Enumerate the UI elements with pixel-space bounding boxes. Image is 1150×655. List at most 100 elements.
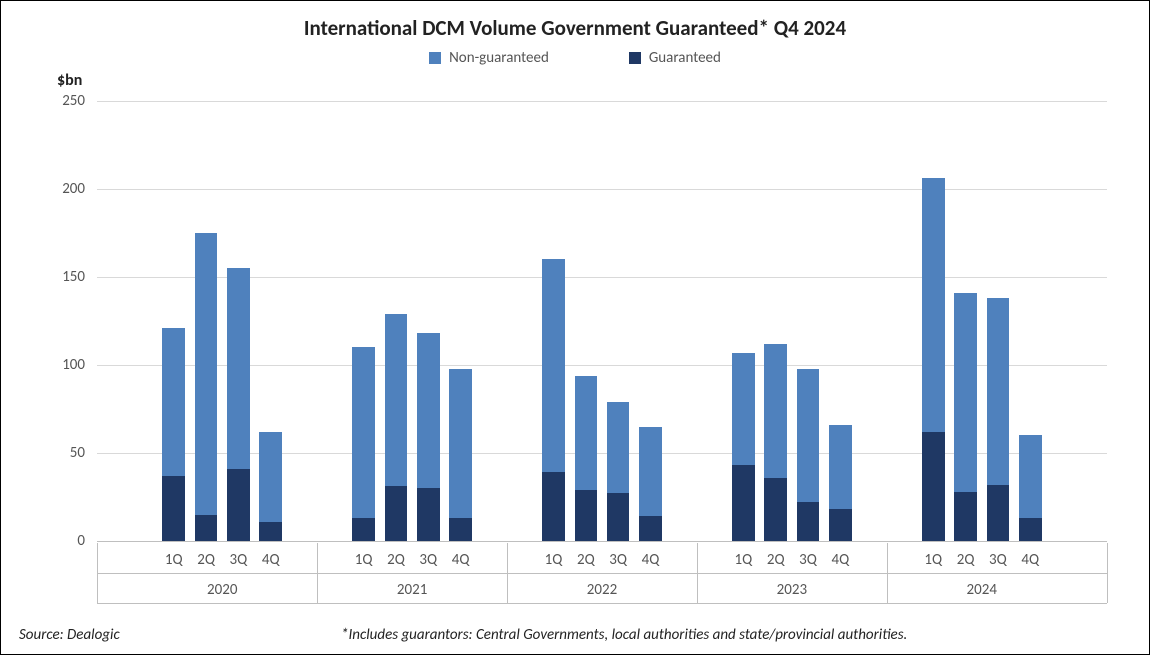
legend-swatch-guaranteed [629, 52, 641, 64]
bar-segment-guaranteed [732, 465, 755, 541]
bar-segment-non-guaranteed [575, 376, 598, 490]
bar-segment-non-guaranteed [162, 328, 185, 476]
x-year-label: 2021 [397, 581, 427, 599]
bar-segment-guaranteed [1019, 518, 1042, 541]
y-gridline [97, 541, 1107, 542]
bar-segment-non-guaranteed [607, 402, 630, 494]
bar [542, 259, 565, 541]
y-gridline [97, 101, 1107, 102]
x-quarter-label: 3Q [799, 551, 817, 569]
x-quarter-label: 1Q [735, 551, 753, 569]
bar [922, 178, 945, 541]
bar-segment-non-guaranteed [449, 369, 472, 519]
legend-label-guaranteed: Guaranteed [649, 49, 721, 67]
x-quarter-label: 1Q [924, 551, 942, 569]
chart-title: International DCM Volume Government Guar… [1, 15, 1149, 41]
bar-segment-guaranteed [352, 518, 375, 541]
bar-segment-guaranteed [162, 476, 185, 541]
bar-segment-non-guaranteed [987, 298, 1010, 485]
bar-segment-non-guaranteed [195, 233, 218, 515]
footer-note: *Includes guarantors: Central Government… [341, 626, 907, 644]
legend-item-non-guaranteed: Non-guaranteed [429, 49, 549, 67]
x-group-separator [1107, 543, 1108, 603]
bar-segment-guaranteed [417, 488, 440, 541]
footer-source: Source: Dealogic [19, 626, 120, 644]
bar [954, 293, 977, 541]
bar-segment-guaranteed [542, 472, 565, 541]
bar [829, 425, 852, 541]
x-quarter-label: 2Q [767, 551, 785, 569]
bar-segment-non-guaranteed [1019, 435, 1042, 518]
bar [575, 376, 598, 541]
bar-segment-guaranteed [449, 518, 472, 541]
x-year-label: 2024 [967, 581, 997, 599]
x-quarter-label: 4Q [452, 551, 470, 569]
bar [639, 427, 662, 541]
bar-segment-non-guaranteed [542, 259, 565, 472]
bar [417, 333, 440, 541]
x-quarter-label: 2Q [387, 551, 405, 569]
x-quarter-label: 3Q [230, 551, 248, 569]
bar [607, 402, 630, 541]
bar-segment-non-guaranteed [227, 268, 250, 469]
x-quarter-label: 2Q [197, 551, 215, 569]
bar-segment-guaranteed [607, 493, 630, 541]
x-quarter-label: 1Q [355, 551, 373, 569]
bar [162, 328, 185, 541]
bar-segment-guaranteed [922, 432, 945, 541]
y-tick-label: 150 [35, 268, 85, 286]
bar [449, 369, 472, 541]
chart-frame: International DCM Volume Government Guar… [0, 0, 1150, 655]
x-quarter-label: 4Q [832, 551, 850, 569]
y-tick-label: 0 [35, 532, 85, 550]
legend-label-non-guaranteed: Non-guaranteed [449, 49, 549, 67]
bar-segment-non-guaranteed [922, 178, 945, 431]
bar-segment-guaranteed [829, 509, 852, 541]
x-year-label: 2020 [207, 581, 237, 599]
bar-segment-non-guaranteed [732, 353, 755, 466]
bar-segment-guaranteed [227, 469, 250, 541]
y-tick-label: 100 [35, 356, 85, 374]
bar-segment-non-guaranteed [954, 293, 977, 492]
x-quarter-label: 3Q [989, 551, 1007, 569]
legend-item-guaranteed: Guaranteed [629, 49, 721, 67]
x-quarter-label: 3Q [419, 551, 437, 569]
bar [732, 353, 755, 541]
bar [385, 314, 408, 541]
x-quarter-label: 3Q [609, 551, 627, 569]
x-quarter-label: 1Q [165, 551, 183, 569]
bar-segment-guaranteed [259, 522, 282, 541]
bar-segment-non-guaranteed [259, 432, 282, 522]
bar-segment-non-guaranteed [829, 425, 852, 509]
x-quarter-label: 4Q [642, 551, 660, 569]
bar-segment-guaranteed [764, 478, 787, 541]
x-quarter-label: 1Q [545, 551, 563, 569]
bar-segment-guaranteed [575, 490, 598, 541]
x-quarter-label: 2Q [577, 551, 595, 569]
y-tick-label: 200 [35, 180, 85, 198]
x-axis-row-separator [97, 573, 1107, 574]
bar-segment-guaranteed [954, 492, 977, 541]
bar [987, 298, 1010, 541]
bar-segment-guaranteed [385, 486, 408, 541]
bar-segment-guaranteed [797, 502, 820, 541]
bar-segment-non-guaranteed [639, 427, 662, 517]
bar [227, 268, 250, 541]
bar-segment-non-guaranteed [385, 314, 408, 486]
bar-segment-non-guaranteed [764, 344, 787, 478]
y-axis-unit-label: $bn [57, 71, 82, 90]
bar-segment-guaranteed [987, 485, 1010, 541]
bar [797, 369, 820, 541]
legend-swatch-non-guaranteed [429, 52, 441, 64]
x-quarter-label: 2Q [957, 551, 975, 569]
bar-segment-guaranteed [639, 516, 662, 541]
bar [259, 432, 282, 541]
x-quarter-label: 4Q [1021, 551, 1039, 569]
bar-segment-non-guaranteed [797, 369, 820, 503]
x-year-label: 2022 [587, 581, 617, 599]
bar [1019, 435, 1042, 541]
bar [195, 233, 218, 541]
plot-area: 0501001502002501Q2Q3Q4Q20201Q2Q3Q4Q20211… [97, 101, 1107, 541]
bar-segment-guaranteed [195, 515, 218, 541]
bar-segment-non-guaranteed [417, 333, 440, 488]
